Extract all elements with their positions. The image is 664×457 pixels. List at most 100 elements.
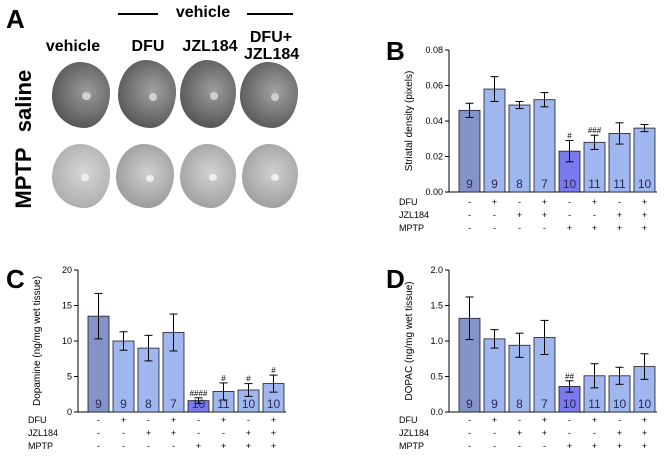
c-factor-sign: - (172, 441, 175, 451)
d-factor-sign: - (568, 428, 571, 438)
c-significance-label: #### (190, 389, 208, 398)
d-factor-sign: + (642, 441, 647, 451)
brain-slice-saline-jzl184 (180, 60, 236, 128)
d-factor-sign: + (567, 441, 572, 451)
c-factor-sign: - (247, 415, 250, 425)
d-factor-sign: - (518, 441, 521, 451)
panel-c-letter: C (6, 264, 25, 294)
d-factor-sign: - (493, 428, 496, 438)
c-factor-sign: + (221, 441, 226, 451)
c-factor-sign: + (271, 441, 276, 451)
d-n-label: 10 (613, 397, 627, 411)
brain-slice-mptp-dfu (116, 144, 174, 208)
d-y-tick-label: 1.0 (430, 336, 443, 346)
panel-b-letter: B (386, 36, 405, 66)
c-significance-label: # (246, 375, 251, 384)
brain-slice-mptp-dfu-jzl184 (242, 144, 298, 208)
b-n-label: 10 (563, 177, 577, 191)
d-factor-sign: + (517, 428, 522, 438)
c-factor-sign: - (122, 441, 125, 451)
b-factor-sign: + (617, 223, 622, 233)
c-factor-sign: - (97, 441, 100, 451)
d-factor-sign: - (568, 415, 571, 425)
column-label-dfu-jzl184: DFU+ JZL184 (244, 29, 300, 63)
column-label-jzl184: JZL184 (182, 38, 238, 55)
d-n-label: 7 (541, 397, 548, 411)
vehicle-group-bracket-left (118, 13, 158, 15)
c-factor-sign: + (271, 415, 276, 425)
b-n-label: 11 (613, 177, 626, 191)
d-y-tick-label: 0.5 (430, 372, 443, 382)
c-factor-sign: - (197, 415, 200, 425)
d-y-tick-label: 1.5 (430, 301, 443, 311)
panel-d-letter: D (386, 264, 405, 294)
brain-slice-saline-vehicle (52, 62, 110, 128)
b-y-tick-label: 0.06 (425, 81, 443, 91)
b-factor-sign: - (593, 210, 596, 220)
d-n-label: 11 (588, 397, 601, 411)
d-factor-sign: - (593, 428, 596, 438)
d-factor-sign: + (592, 441, 597, 451)
c-factor-sign: - (97, 415, 100, 425)
d-factor-label: MPTP (399, 441, 424, 451)
c-factor-label: JZL184 (28, 428, 58, 438)
c-n-label: 10 (192, 397, 206, 411)
c-factor-sign: + (246, 428, 251, 438)
d-factor-sign: + (542, 415, 547, 425)
b-factor-label: MPTP (399, 223, 424, 233)
c-y-tick-label: 20 (62, 265, 72, 275)
brain-slice-mptp-jzl184 (180, 144, 236, 208)
b-y-axis-label: Striatal density (pixels) (404, 71, 415, 172)
b-factor-sign: - (518, 223, 521, 233)
b-factor-sign: - (518, 197, 521, 207)
c-n-label: 9 (120, 397, 127, 411)
c-n-label: 8 (145, 397, 152, 411)
c-factor-sign: - (97, 428, 100, 438)
c-factor-sign: + (121, 415, 126, 425)
c-factor-sign: - (122, 428, 125, 438)
b-factor-sign: + (592, 223, 597, 233)
b-factor-sign: + (542, 197, 547, 207)
brain-slice-saline-dfu-jzl184 (240, 62, 298, 128)
b-n-label: 11 (588, 177, 601, 191)
d-factor-label: DFU (399, 415, 418, 425)
c-y-tick-label: 10 (62, 336, 72, 346)
b-n-label: 10 (638, 177, 652, 191)
b-factor-sign: + (517, 210, 522, 220)
d-y-axis-label: DOPAC (ng/mg wet tissue) (404, 281, 415, 400)
column-label-dfu: DFU (131, 38, 165, 55)
b-factor-sign: - (543, 223, 546, 233)
d-n-label: 10 (638, 397, 652, 411)
d-factor-sign: - (543, 441, 546, 451)
panel-a-letter: A (6, 4, 25, 34)
d-y-tick-label: 0.0 (430, 407, 443, 417)
b-y-tick-label: 0.02 (425, 152, 443, 162)
b-factor-sign: + (642, 197, 647, 207)
d-n-label: 9 (466, 397, 473, 411)
b-factor-sign: + (492, 197, 497, 207)
b-factor-label: DFU (399, 197, 418, 207)
brain-slice-mptp-vehicle (52, 144, 110, 208)
c-n-label: 7 (170, 397, 177, 411)
b-factor-sign: - (568, 197, 571, 207)
b-factor-sign: - (468, 197, 471, 207)
c-factor-sign: + (246, 441, 251, 451)
b-y-tick-label: 0.00 (425, 187, 443, 197)
b-n-label: 9 (466, 177, 473, 191)
d-factor-sign: + (592, 415, 597, 425)
c-n-label: 10 (242, 397, 256, 411)
d-factor-sign: - (493, 441, 496, 451)
c-factor-sign: + (196, 441, 201, 451)
b-factor-sign: + (542, 210, 547, 220)
d-factor-sign: + (642, 415, 647, 425)
d-factor-sign: + (617, 441, 622, 451)
c-factor-sign: - (197, 428, 200, 438)
vehicle-group-bracket-right (247, 13, 293, 15)
c-factor-sign: - (222, 428, 225, 438)
b-significance-label: ### (588, 126, 602, 135)
c-factor-sign: + (146, 428, 151, 438)
c-y-tick-label: 5 (67, 372, 72, 382)
